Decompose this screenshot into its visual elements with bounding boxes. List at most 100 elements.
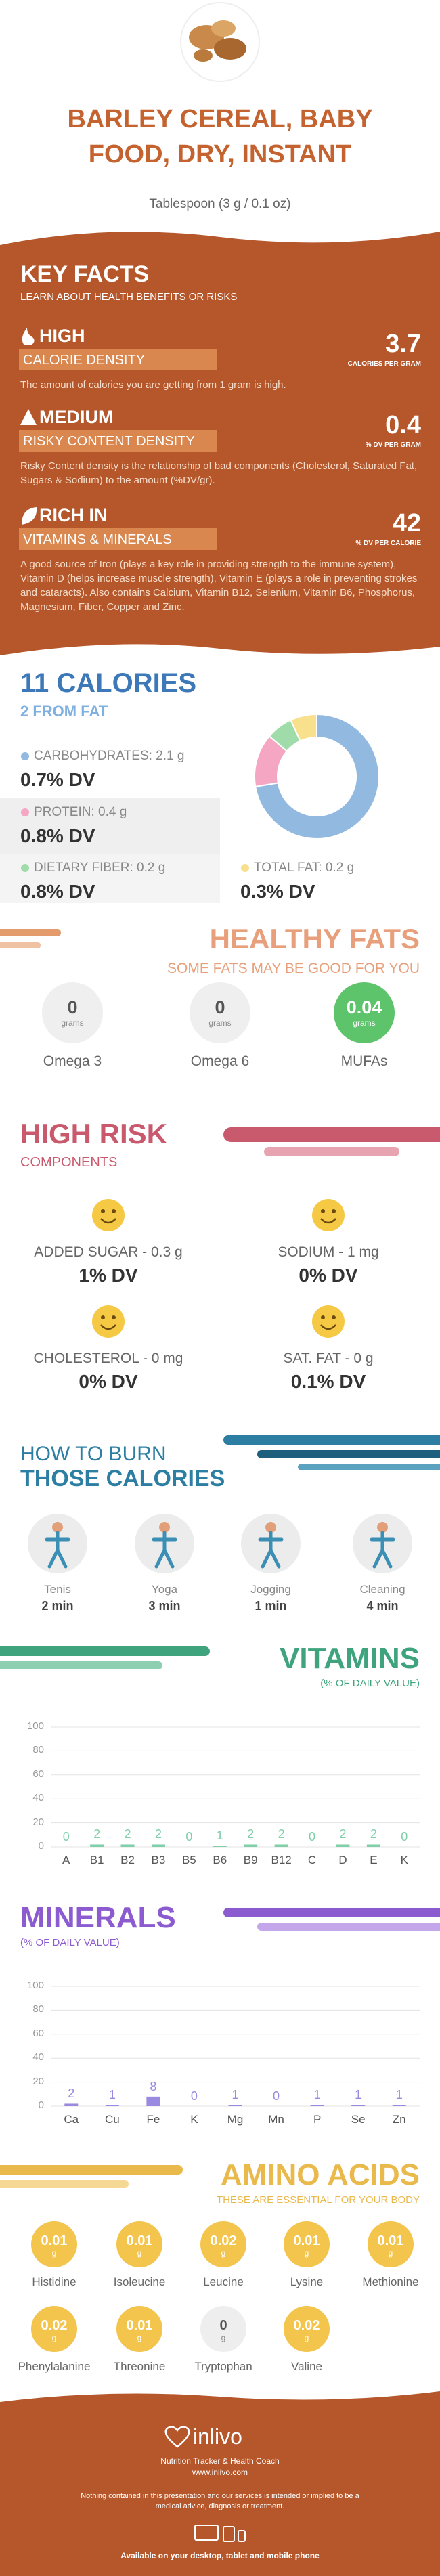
y-tick-label: 20 bbox=[32, 1816, 44, 1828]
x-tick-label: K bbox=[400, 1854, 408, 1866]
legend-dot bbox=[21, 864, 29, 872]
footer-background bbox=[0, 2391, 440, 2576]
bar bbox=[336, 1844, 350, 1847]
smiley-eye bbox=[321, 1315, 325, 1319]
device-icon bbox=[194, 2525, 219, 2541]
x-tick-label: Cu bbox=[104, 2113, 120, 2126]
decor-stripe bbox=[223, 1127, 440, 1142]
value-label: 0 bbox=[190, 2089, 198, 2103]
amino-circle bbox=[116, 2221, 162, 2267]
nutrient-label: PROTEIN: 0.4 g bbox=[34, 805, 127, 819]
x-tick-label: Mg bbox=[227, 2113, 244, 2126]
panel bbox=[0, 854, 220, 903]
smiley-eye bbox=[101, 1209, 105, 1213]
decor-stripe bbox=[0, 2180, 129, 2188]
smiley-eye bbox=[112, 1209, 116, 1213]
bar bbox=[64, 2103, 79, 2106]
amino-unit: g bbox=[51, 2333, 57, 2342]
x-tick-label: C bbox=[307, 1854, 317, 1866]
x-tick-label: Ca bbox=[64, 2113, 79, 2126]
value-label: 2 bbox=[339, 1827, 347, 1841]
x-tick-label: B2 bbox=[120, 1854, 135, 1866]
value-label: 2 bbox=[278, 1827, 285, 1841]
value-label: 2 bbox=[68, 2087, 75, 2101]
smiley-eye bbox=[332, 1315, 336, 1319]
fat-unit: grams bbox=[353, 1018, 376, 1028]
amino-value: 0.02 bbox=[293, 2318, 320, 2333]
nutrient-dv: 0.8% DV bbox=[20, 881, 95, 902]
smiley bbox=[312, 1199, 345, 1231]
risk-label: ADDED SUGAR - 0.3 g bbox=[34, 1244, 183, 1260]
value-label: 2 bbox=[93, 1827, 101, 1841]
brand: inlivo bbox=[193, 2424, 242, 2449]
fact-name: RISKY CONTENT DENSITY bbox=[23, 434, 195, 449]
fact-name-box bbox=[19, 430, 217, 452]
smiley-mouth bbox=[320, 1218, 336, 1224]
x-tick-label: B3 bbox=[151, 1854, 166, 1866]
legend-dot bbox=[21, 752, 29, 760]
devices: Available on your desktop, tablet and mo… bbox=[120, 2551, 320, 2560]
risk-dv: 0% DV bbox=[299, 1265, 358, 1286]
y-tick-label: 60 bbox=[32, 2027, 44, 2039]
panel bbox=[0, 798, 220, 854]
risk-dv: 0.1% DV bbox=[290, 1371, 366, 1392]
fat-name: MUFAs bbox=[340, 1053, 388, 1069]
x-tick-label: A bbox=[62, 1854, 70, 1866]
activity-time: 3 min bbox=[148, 1599, 181, 1613]
amino-unit: g bbox=[221, 2333, 226, 2342]
smiley-eye bbox=[321, 1209, 325, 1213]
device-icon bbox=[238, 2530, 246, 2542]
fact-text: Risky Content density is the relationshi… bbox=[20, 460, 418, 486]
value-label: 0 bbox=[62, 1830, 70, 1843]
amino-value: 0.01 bbox=[41, 2233, 68, 2248]
figure-body bbox=[370, 1531, 395, 1569]
decor-stripe bbox=[264, 1147, 399, 1156]
section-title: AMINO ACIDS bbox=[220, 2158, 420, 2191]
amino-value: 0.01 bbox=[293, 2233, 320, 2248]
y-tick-label: 0 bbox=[38, 1840, 44, 1852]
value-label: 0 bbox=[309, 1830, 316, 1843]
value-label: 1 bbox=[108, 2088, 116, 2102]
fact-level: RICH IN bbox=[39, 505, 108, 525]
disclaimer: Nothing contained in this presentation a… bbox=[81, 2492, 359, 2510]
risk-label: SODIUM - 1 mg bbox=[278, 1244, 379, 1260]
donut-slice bbox=[255, 713, 380, 839]
value-label: 2 bbox=[154, 1827, 162, 1841]
bar bbox=[310, 2105, 324, 2106]
fact-level: MEDIUM bbox=[39, 407, 114, 427]
section-subtitle: THESE ARE ESSENTIAL FOR YOUR BODY bbox=[216, 2194, 420, 2206]
y-tick-label: 60 bbox=[32, 1768, 44, 1780]
fat-value: 0.04 bbox=[346, 997, 382, 1018]
decor-stripe bbox=[257, 1450, 440, 1458]
fat-value: 0 bbox=[215, 997, 225, 1018]
activity-name: Cleaning bbox=[359, 1583, 405, 1596]
amino-name: Isoleucine bbox=[113, 2275, 166, 2288]
value-label: 1 bbox=[313, 2088, 321, 2102]
bar bbox=[228, 2105, 242, 2106]
fat-circle bbox=[190, 982, 250, 1043]
x-tick-label: B1 bbox=[89, 1854, 104, 1866]
nutrient-label: DIETARY FIBER: 0.2 g bbox=[34, 860, 166, 875]
amino-value: 0.01 bbox=[377, 2233, 404, 2248]
amino-name: Threonine bbox=[113, 2360, 166, 2373]
nutrient-dv: 0.3% DV bbox=[240, 881, 315, 902]
amino-name: Histidine bbox=[32, 2275, 76, 2288]
fact-unit: CALORIES PER GRAM bbox=[347, 360, 421, 368]
amino-unit: g bbox=[137, 2248, 142, 2258]
figure-head bbox=[52, 1522, 63, 1533]
tagline: Nutrition Tracker & Health Coach bbox=[160, 2456, 280, 2466]
x-tick-label: E bbox=[370, 1854, 378, 1866]
amino-unit: g bbox=[304, 2333, 309, 2342]
amino-circle bbox=[200, 2306, 246, 2352]
amino-name: Phenylalanine bbox=[18, 2360, 91, 2373]
y-tick-label: 40 bbox=[32, 2051, 44, 2064]
bar bbox=[244, 1844, 258, 1847]
amino-unit: g bbox=[137, 2333, 142, 2342]
fact-name: VITAMINS & MINERALS bbox=[23, 532, 172, 547]
y-tick-label: 100 bbox=[26, 1720, 44, 1732]
value-label: 1 bbox=[216, 1829, 223, 1843]
figure-head bbox=[159, 1522, 170, 1533]
fat-unit: grams bbox=[61, 1018, 84, 1028]
amino-unit: g bbox=[388, 2248, 393, 2258]
